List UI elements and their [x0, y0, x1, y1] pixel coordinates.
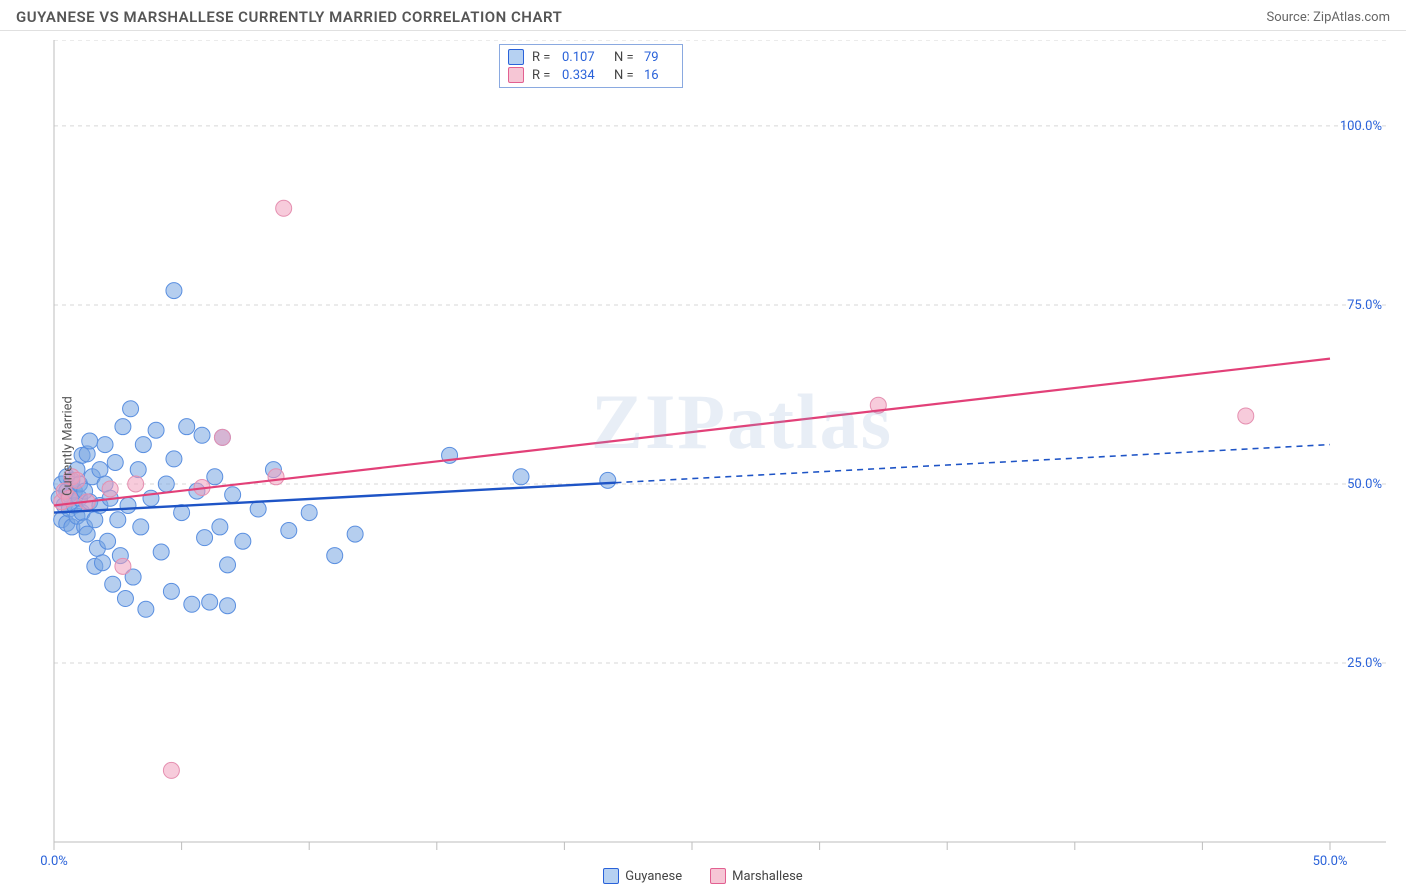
chart-header: GUYANESE VS MARSHALLESE CURRENTLY MARRIE…: [0, 0, 1406, 31]
stats-r-value: 0.334: [562, 68, 610, 83]
stats-n-label: N =: [614, 50, 640, 65]
legend-item-marshallese: Marshallese: [710, 868, 803, 884]
x-tick-label: 50.0%: [1313, 854, 1348, 869]
svg-text:50.0%: 50.0%: [1347, 477, 1382, 492]
legend-swatch-marshallese: [710, 868, 726, 884]
x-axis-tick-labels: 0.0% 50.0%: [40, 854, 1390, 872]
source-name: ZipAtlas.com: [1313, 10, 1390, 25]
stats-r-value: 0.107: [562, 50, 610, 65]
legend-label-marshallese: Marshallese: [732, 869, 803, 884]
y-axis-label: Currently Married: [60, 396, 75, 496]
svg-text:75.0%: 75.0%: [1347, 298, 1382, 313]
stats-n-value: 16: [644, 68, 674, 83]
svg-text:100.0%: 100.0%: [1340, 119, 1382, 134]
chart-area: Currently Married ZIPatlas 25.0%50.0%75.…: [40, 40, 1390, 852]
stats-legend-box: R = 0.107 N = 79 R = 0.334 N = 16: [499, 44, 683, 88]
stats-r-label: R =: [532, 50, 558, 65]
series-legend: Guyanese Marshallese: [0, 868, 1406, 884]
svg-text:25.0%: 25.0%: [1347, 656, 1382, 671]
legend-label-guyanese: Guyanese: [625, 869, 682, 884]
scatter-chart: 25.0% 50.0% 75.0% 100.0%: [40, 40, 1390, 852]
stats-swatch: [508, 67, 524, 83]
legend-item-guyanese: Guyanese: [603, 868, 682, 884]
stats-swatch: [508, 49, 524, 65]
stats-n-value: 79: [644, 50, 674, 65]
x-tick-label: 0.0%: [40, 854, 68, 869]
stats-r-label: R =: [532, 68, 558, 83]
chart-source: Source: ZipAtlas.com: [1266, 10, 1390, 25]
legend-swatch-guyanese: [603, 868, 619, 884]
stats-n-label: N =: [614, 68, 640, 83]
chart-title: GUYANESE VS MARSHALLESE CURRENTLY MARRIE…: [16, 8, 562, 26]
source-prefix: Source:: [1266, 10, 1313, 25]
